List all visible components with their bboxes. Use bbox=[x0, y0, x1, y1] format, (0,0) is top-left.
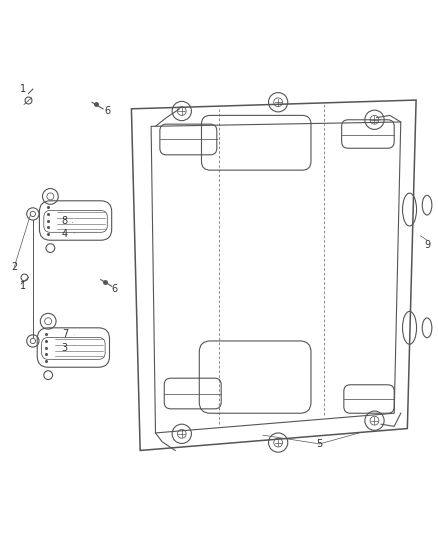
Text: 1: 1 bbox=[20, 84, 26, 94]
Text: 1: 1 bbox=[20, 281, 26, 291]
Text: 4: 4 bbox=[62, 229, 68, 239]
Text: 6: 6 bbox=[112, 284, 118, 294]
Text: 2: 2 bbox=[11, 262, 18, 271]
Text: 3: 3 bbox=[62, 343, 68, 352]
Text: 7: 7 bbox=[62, 329, 68, 340]
Text: 6: 6 bbox=[104, 106, 110, 116]
Text: 9: 9 bbox=[424, 240, 430, 249]
Text: 8: 8 bbox=[62, 215, 68, 225]
Text: 5: 5 bbox=[317, 439, 323, 449]
